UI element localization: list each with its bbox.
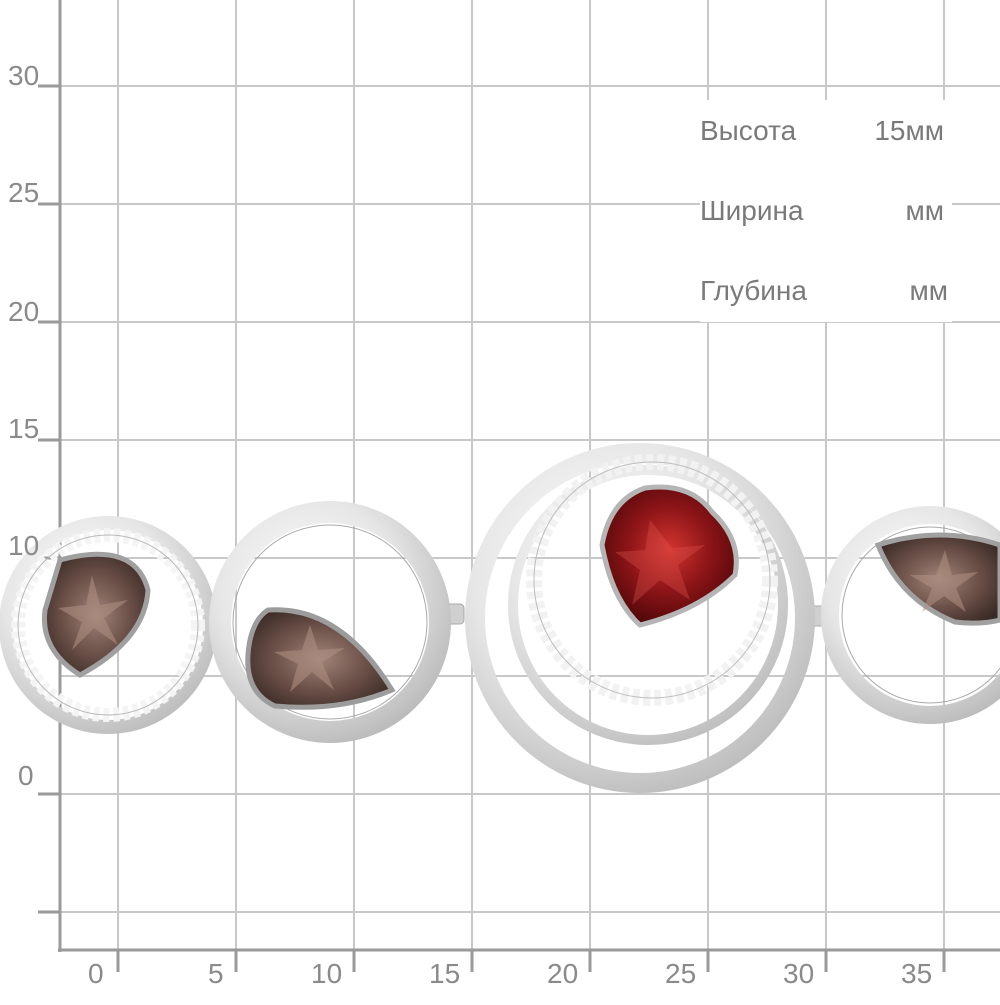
link-3 xyxy=(465,443,815,793)
x-tick-label: 0 xyxy=(88,958,104,989)
x-tick-label: 10 xyxy=(311,958,343,989)
y-tick-label: 20 xyxy=(8,296,40,327)
height-row: Высота 15мм xyxy=(700,115,950,155)
link-4 xyxy=(821,506,1000,724)
height-label: Высота xyxy=(700,115,797,146)
y-tick-label: 25 xyxy=(8,177,40,208)
y-tick-label: 0 xyxy=(18,760,34,791)
depth-row: Глубина мм xyxy=(700,275,950,315)
width-label: Ширина xyxy=(700,195,804,226)
height-value: 15мм xyxy=(874,115,944,146)
x-tick-label: 20 xyxy=(547,958,579,989)
x-tick-label: 25 xyxy=(665,958,697,989)
x-tick-label: 30 xyxy=(783,958,815,989)
depth-value: мм xyxy=(909,275,949,306)
depth-label: Глубина xyxy=(700,275,807,306)
y-tick-label: 10 xyxy=(8,530,40,561)
bracelet xyxy=(0,443,1000,793)
link-1 xyxy=(0,516,217,734)
y-tick-label: 30 xyxy=(8,60,40,91)
x-tick-label: 15 xyxy=(429,958,461,989)
x-tick-label: 5 xyxy=(208,958,224,989)
y-tick-label: 15 xyxy=(8,413,40,444)
garnet-stone xyxy=(599,484,739,628)
x-tick-label: 35 xyxy=(901,958,933,989)
link-2 xyxy=(209,501,451,743)
dimensions-panel: Высота 15мм Ширина мм Глубина мм xyxy=(700,100,952,322)
width-value: мм xyxy=(905,195,945,226)
width-row: Ширина мм xyxy=(700,195,950,235)
